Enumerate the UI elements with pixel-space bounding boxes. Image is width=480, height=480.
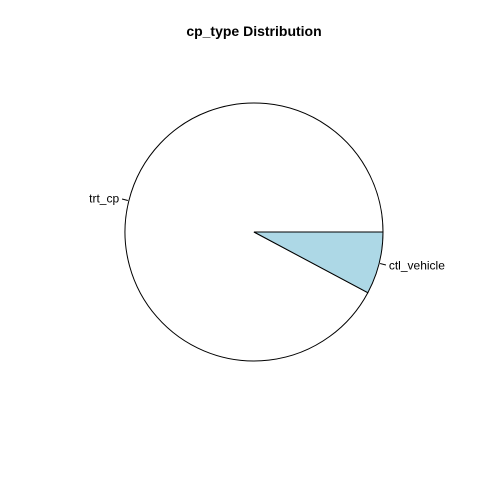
label-leader-line [379,263,387,266]
pie-slice-ctl-vehicle [253,231,384,294]
pie-slice-label: trt_cp [89,191,119,205]
pie-slice-label: ctl_vehicle [389,259,445,273]
chart-title: cp_type Distribution [186,23,321,39]
pie-labels: trt_cp ctl_vehicle [89,191,445,272]
pie-slices [124,102,384,362]
label-leader-line [121,198,129,201]
